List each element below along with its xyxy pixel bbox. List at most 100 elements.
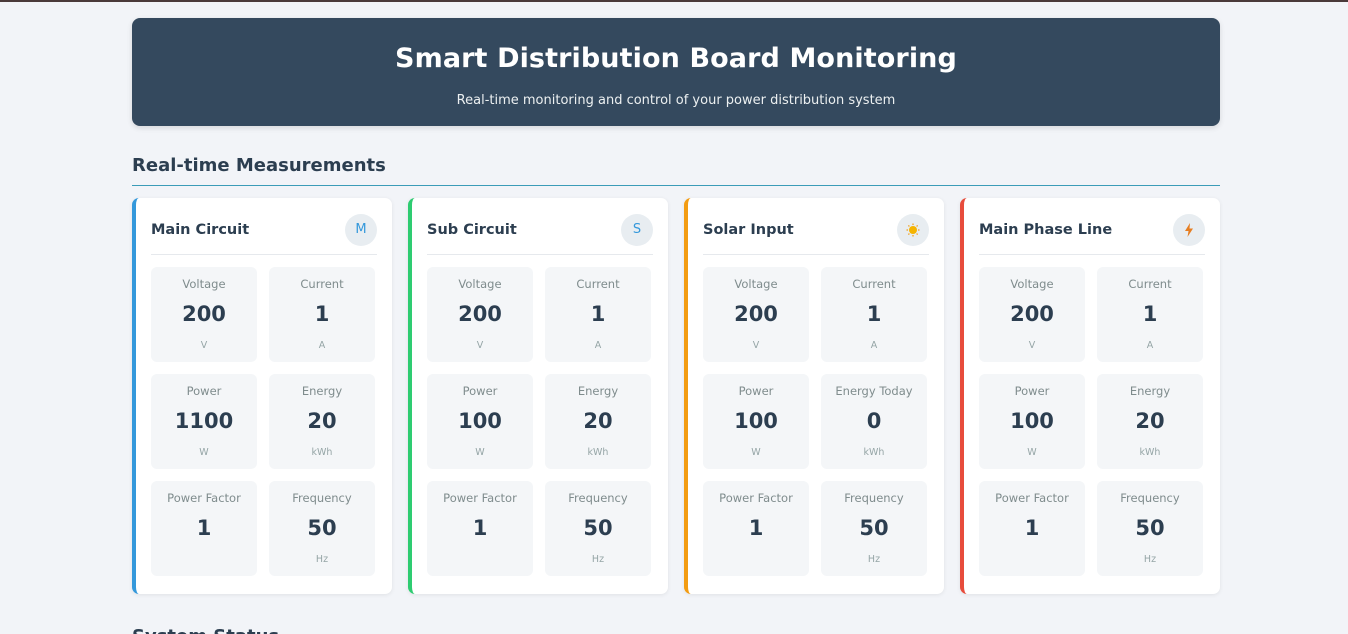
metric-power: Power 1100 W [151,374,257,469]
card-main-phase-line: Main Phase Line Voltage 200 V Current 1 A Power… [960,198,1220,594]
section-title-measurements: Real-time Measurements [132,155,1220,186]
metric-unit: kWh [863,447,885,458]
metric-label: Power Factor [719,491,793,505]
lightning-icon [1173,213,1205,246]
metric-unit: A [594,340,602,351]
metric-unit: V [1028,340,1036,351]
metric-energy-today: Energy Today 0 kWh [821,374,927,469]
card-title: Main Circuit [151,221,250,238]
card-title: Main Phase Line [979,221,1113,238]
metric-frequency: Frequency 50 Hz [1097,481,1203,576]
metric-label: Power [462,384,498,398]
metric-value: 0 [866,409,882,433]
metrics-grid: Voltage 200 V Current 1 A Power 100 W Energy 20 kWh… [427,267,653,576]
measurement-cards: Main Circuit M Voltage 200 V Current 1 A Power 11… [132,198,1220,594]
metric-power: Power 100 W [427,374,533,469]
metric-unit: A [870,340,878,351]
metric-label: Power [738,384,774,398]
metric-label: Power [1014,384,1050,398]
dashboard-container: Smart Distribution Board Monitoring Real… [132,18,1220,594]
metric-unit: V [200,340,208,351]
metric-value: 1 [196,516,212,540]
metric-unit: kWh [1139,447,1161,458]
metric-value: 200 [182,302,226,326]
metric-unit: W [475,447,485,458]
metric-energy: Energy 20 kWh [545,374,651,469]
letter-m-icon: M [345,213,377,246]
metric-label: Energy Today [835,384,913,398]
metric-value: 1100 [174,409,234,433]
metric-energy: Energy 20 kWh [269,374,375,469]
letter-s-icon: S [621,213,653,246]
metric-value: 20 [307,409,337,433]
metric-voltage: Voltage 200 V [151,267,257,362]
page-subtitle: Real-time monitoring and control of your… [456,93,896,108]
card-sub-circuit: Sub Circuit S Voltage 200 V Current 1 A Power 100… [408,198,668,594]
metric-value: 1 [472,516,488,540]
metric-power: Power 100 W [703,374,809,469]
metric-value: 1 [1142,302,1158,326]
metric-value: 1 [1024,516,1040,540]
metric-label: Voltage [734,277,778,291]
metric-unit: V [752,340,760,351]
metric-value: 1 [866,302,882,326]
metric-unit: W [199,447,209,458]
metric-value: 100 [734,409,778,433]
metric-label: Voltage [458,277,502,291]
metric-unit: Hz [591,554,605,565]
metric-energy: Energy 20 kWh [1097,374,1203,469]
metric-value: 100 [458,409,502,433]
card-header: Main Circuit M [151,213,377,255]
metric-unit: W [1027,447,1037,458]
metric-value: 50 [307,516,337,540]
metric-unit: A [318,340,326,351]
card-title: Solar Input [703,221,794,238]
metric-value: 200 [458,302,502,326]
metric-current: Current 1 A [269,267,375,362]
metric-label: Power Factor [995,491,1069,505]
card-main-circuit: Main Circuit M Voltage 200 V Current 1 A Power 11… [132,198,392,594]
section-title-system-status: System Status [132,626,279,634]
metrics-grid: Voltage 200 V Current 1 A Power 1100 W Energy 20 kW… [151,267,377,576]
metric-value: 50 [859,516,889,540]
metric-unit: kWh [587,447,609,458]
metric-unit: A [1146,340,1154,351]
metric-label: Power Factor [443,491,517,505]
metric-label: Current [300,277,344,291]
metric-power: Power 100 W [979,374,1085,469]
metric-value: 1 [748,516,764,540]
card-title: Sub Circuit [427,221,517,238]
metric-frequency: Frequency 50 Hz [545,481,651,576]
metric-label: Energy [577,384,619,398]
metrics-grid: Voltage 200 V Current 1 A Power 100 W Energy Toda… [703,267,929,576]
metric-unit: V [476,340,484,351]
metric-unit: Hz [867,554,881,565]
metric-power-factor: Power Factor 1 [703,481,809,576]
metric-label: Frequency [568,491,628,505]
metric-frequency: Frequency 50 Hz [821,481,927,576]
metric-label: Energy [1129,384,1171,398]
metric-label: Frequency [1120,491,1180,505]
metric-value: 1 [314,302,330,326]
metric-value: 50 [583,516,613,540]
card-header: Sub Circuit S [427,213,653,255]
metric-value: 20 [1135,409,1165,433]
sun-icon [897,213,929,246]
metric-label: Current [1128,277,1172,291]
metric-current: Current 1 A [821,267,927,362]
metric-power-factor: Power Factor 1 [979,481,1085,576]
metric-value: 200 [1010,302,1054,326]
page-header: Smart Distribution Board Monitoring Real… [132,18,1220,126]
metric-current: Current 1 A [1097,267,1203,362]
metric-value: 1 [590,302,606,326]
card-header: Solar Input [703,213,929,255]
metric-label: Voltage [182,277,226,291]
metric-unit: W [751,447,761,458]
metric-value: 100 [1010,409,1054,433]
card-header: Main Phase Line [979,213,1205,255]
metric-value: 20 [583,409,613,433]
metric-label: Current [576,277,620,291]
metrics-grid: Voltage 200 V Current 1 A Power 100 W Energy 20 kWh… [979,267,1205,576]
metric-frequency: Frequency 50 Hz [269,481,375,576]
metric-label: Frequency [292,491,352,505]
